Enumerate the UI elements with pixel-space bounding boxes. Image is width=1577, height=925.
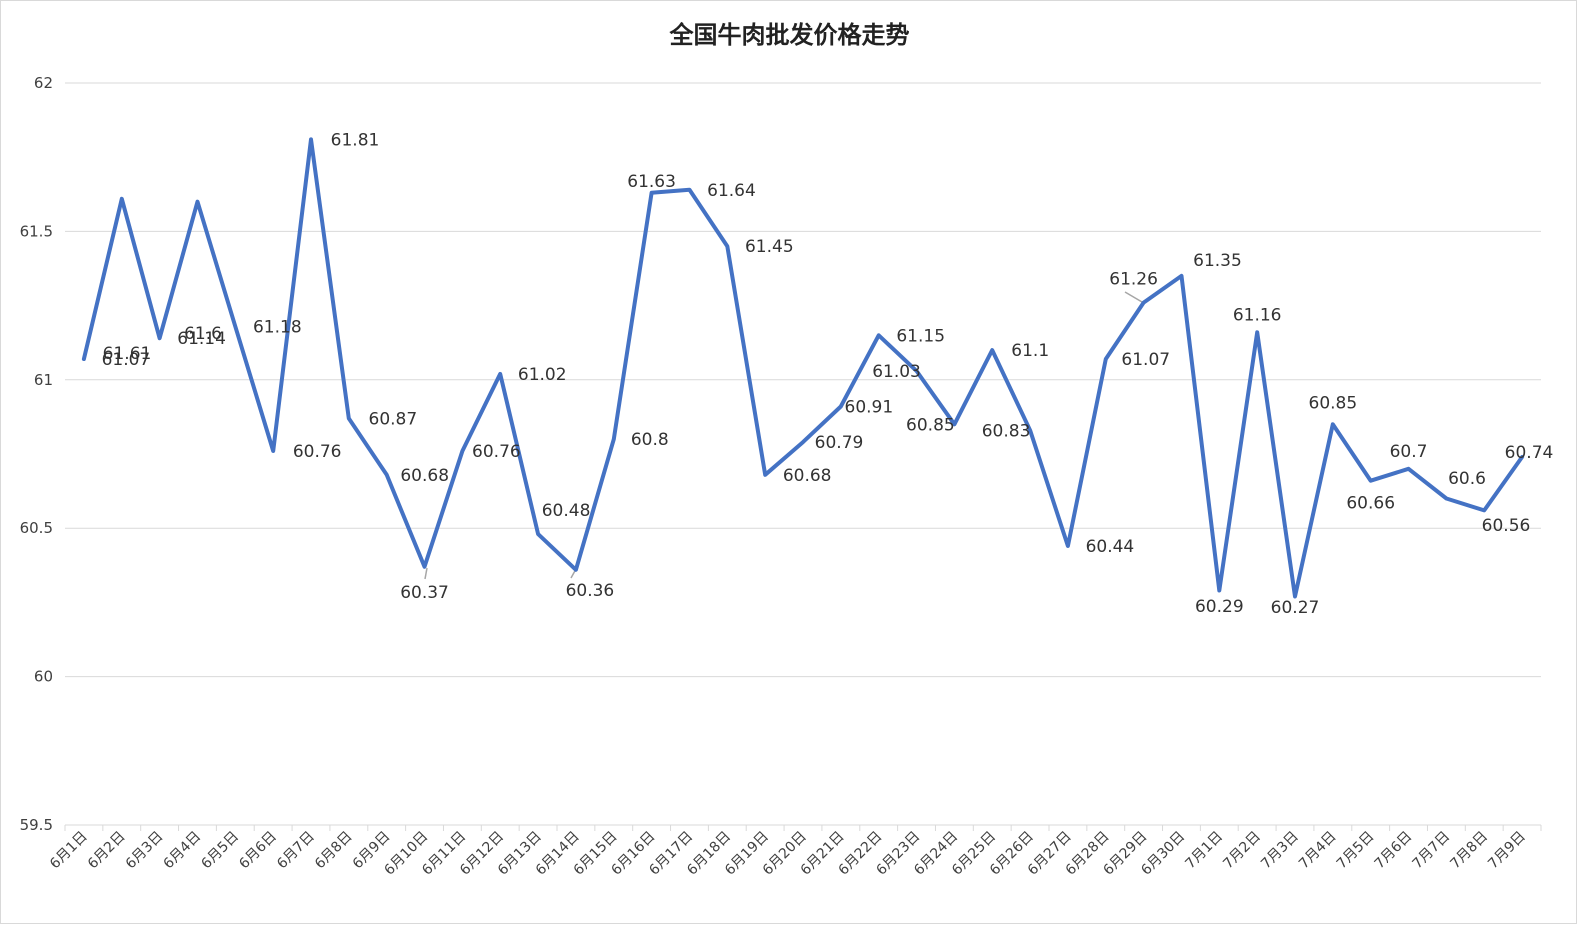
data-label: 60.27	[1271, 598, 1320, 618]
x-tick-label: 6月7日	[274, 829, 318, 873]
x-tick-label: 6月5日	[198, 829, 242, 873]
y-tick-label: 59.5	[20, 816, 53, 834]
data-label: 60.85	[906, 415, 955, 435]
data-label: 60.8	[631, 430, 669, 450]
data-label: 60.76	[472, 442, 521, 462]
x-tick-label: 7月2日	[1220, 829, 1264, 873]
data-label: 60.87	[369, 409, 418, 429]
grid-lines	[65, 82, 1541, 826]
y-tick-label: 61	[34, 371, 53, 389]
y-axis-ticks: 59.5 60 60.5 61 61.5 62	[20, 74, 53, 834]
data-label: 60.66	[1346, 494, 1395, 514]
y-tick-label: 61.5	[20, 222, 53, 240]
x-tick-label: 7月9日	[1485, 829, 1529, 873]
data-label: 60.76	[293, 442, 342, 462]
data-label: 60.79	[815, 433, 864, 453]
data-label: 61.81	[331, 130, 380, 150]
data-label: 61.64	[707, 181, 756, 201]
leader-line	[424, 567, 428, 580]
x-tick-label: 7月1日	[1182, 829, 1226, 873]
data-label: 60.68	[400, 466, 449, 486]
data-label: 61.26	[1109, 270, 1158, 290]
chart-title: 全国牛肉批发价格走势	[669, 21, 910, 49]
data-label: 60.74	[1505, 443, 1554, 463]
data-label: 61.45	[745, 237, 794, 257]
data-label: 61.63	[627, 172, 676, 192]
data-label: 61.14	[177, 329, 226, 349]
data-label: 61.1	[1011, 341, 1049, 361]
data-label: 61.07	[1121, 350, 1170, 370]
x-tick-label: 7月6日	[1372, 829, 1416, 873]
x-tick-label: 7月4日	[1296, 829, 1340, 873]
data-label: 60.37	[400, 583, 449, 603]
data-label: 60.36	[566, 581, 615, 601]
x-tick-label: 7月3日	[1258, 829, 1302, 873]
series-line	[81, 137, 1525, 599]
x-tick-label: 6月3日	[123, 829, 167, 873]
x-tick-label: 7月5日	[1334, 829, 1378, 873]
data-label: 60.44	[1086, 537, 1135, 557]
data-label: 60.48	[542, 501, 591, 521]
data-label: 61.61	[103, 344, 152, 364]
x-tick-label: 7月8日	[1447, 829, 1491, 873]
data-label: 60.29	[1195, 597, 1244, 617]
leader-line	[1124, 291, 1143, 303]
x-axis-ticks: 6月1日6月2日6月3日6月4日6月5日6月6日6月7日6月8日6月9日6月10…	[47, 825, 1542, 879]
series-layer	[81, 137, 1525, 599]
data-label: 60.68	[783, 466, 832, 486]
data-label: 61.02	[518, 365, 567, 385]
label-leader-lines	[424, 291, 1143, 580]
y-tick-label: 60	[34, 668, 53, 686]
data-label: 60.91	[845, 398, 894, 418]
y-tick-label: 62	[34, 74, 53, 92]
data-label: 60.83	[982, 421, 1031, 441]
data-label: 61.18	[253, 317, 302, 337]
data-label: 61.35	[1193, 251, 1242, 271]
x-tick-label: 6月4日	[161, 829, 205, 873]
x-tick-label: 7月7日	[1409, 829, 1453, 873]
y-tick-label: 60.5	[20, 519, 53, 537]
x-tick-label: 6月2日	[85, 829, 129, 873]
x-tick-label: 6月1日	[47, 829, 91, 873]
x-tick-label: 6月8日	[312, 829, 356, 873]
data-label: 60.85	[1309, 393, 1358, 413]
data-label: 61.16	[1233, 305, 1282, 325]
data-label: 61.6	[184, 324, 222, 344]
data-label: 61.07	[102, 350, 151, 370]
data-label: 61.03	[872, 362, 921, 382]
data-label: 60.56	[1482, 516, 1531, 536]
data-label: 60.7	[1390, 442, 1428, 462]
x-tick-label: 6月6日	[236, 829, 280, 873]
data-label: 61.15	[896, 326, 945, 346]
data-label: 60.6	[1448, 469, 1486, 489]
